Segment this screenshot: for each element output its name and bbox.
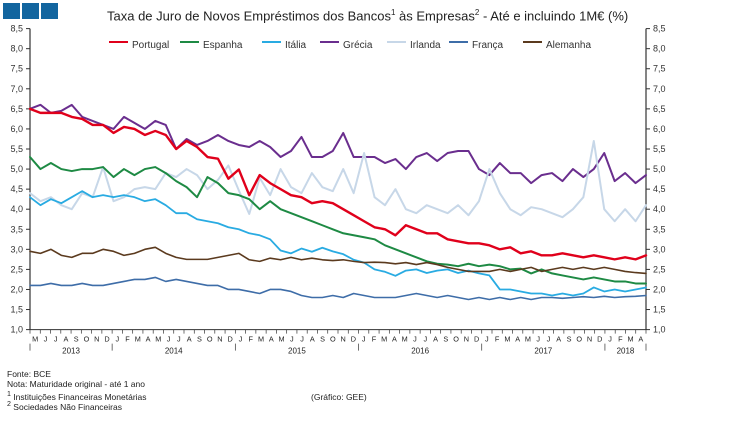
svg-text:J: J <box>547 335 551 344</box>
svg-text:F: F <box>495 335 500 344</box>
svg-text:2014: 2014 <box>165 347 183 356</box>
svg-text:2016: 2016 <box>411 347 429 356</box>
svg-text:8,0: 8,0 <box>10 44 23 54</box>
svg-text:2,5: 2,5 <box>653 264 666 274</box>
svg-text:5,5: 5,5 <box>653 144 666 154</box>
svg-text:7,0: 7,0 <box>10 84 23 94</box>
svg-text:7,5: 7,5 <box>10 64 23 74</box>
svg-text:A: A <box>146 335 151 344</box>
svg-text:2015: 2015 <box>288 347 306 356</box>
svg-text:O: O <box>576 335 582 344</box>
svg-text:M: M <box>628 335 634 344</box>
svg-text:2018: 2018 <box>617 347 635 356</box>
svg-text:4,5: 4,5 <box>10 184 23 194</box>
svg-text:O: O <box>453 335 459 344</box>
svg-text:M: M <box>258 335 264 344</box>
svg-text:2013: 2013 <box>62 347 80 356</box>
svg-text:S: S <box>320 335 325 344</box>
svg-text:M: M <box>381 335 387 344</box>
svg-text:S: S <box>197 335 202 344</box>
svg-text:6,0: 6,0 <box>10 124 23 134</box>
svg-text:J: J <box>290 335 294 344</box>
svg-text:A: A <box>392 335 397 344</box>
svg-text:S: S <box>567 335 572 344</box>
svg-text:A: A <box>63 335 68 344</box>
svg-text:5,0: 5,0 <box>653 164 666 174</box>
svg-text:5,5: 5,5 <box>10 144 23 154</box>
svg-text:F: F <box>248 335 253 344</box>
svg-text:D: D <box>597 335 602 344</box>
svg-text:D: D <box>228 335 233 344</box>
svg-text:M: M <box>402 335 408 344</box>
svg-text:F: F <box>618 335 623 344</box>
svg-text:6,5: 6,5 <box>10 104 23 114</box>
svg-text:M: M <box>32 335 38 344</box>
svg-text:J: J <box>115 335 119 344</box>
svg-text:8,5: 8,5 <box>10 24 23 34</box>
svg-text:1,5: 1,5 <box>10 305 23 315</box>
svg-text:A: A <box>638 335 643 344</box>
svg-text:O: O <box>207 335 213 344</box>
svg-text:J: J <box>177 335 181 344</box>
svg-text:A: A <box>556 335 561 344</box>
svg-text:N: N <box>464 335 469 344</box>
svg-text:J: J <box>362 335 366 344</box>
svg-text:F: F <box>125 335 130 344</box>
svg-text:J: J <box>54 335 58 344</box>
svg-text:A: A <box>187 335 192 344</box>
svg-text:A: A <box>310 335 315 344</box>
svg-text:N: N <box>94 335 99 344</box>
svg-text:M: M <box>504 335 510 344</box>
svg-text:S: S <box>74 335 79 344</box>
svg-text:M: M <box>525 335 531 344</box>
svg-text:M: M <box>155 335 161 344</box>
svg-text:O: O <box>84 335 90 344</box>
svg-text:J: J <box>536 335 540 344</box>
svg-text:2,0: 2,0 <box>653 284 666 294</box>
svg-text:4,5: 4,5 <box>653 184 666 194</box>
svg-text:8,0: 8,0 <box>653 44 666 54</box>
svg-text:J: J <box>239 335 243 344</box>
svg-text:N: N <box>217 335 222 344</box>
svg-text:J: J <box>413 335 417 344</box>
svg-text:6,0: 6,0 <box>653 124 666 134</box>
svg-text:N: N <box>340 335 345 344</box>
svg-text:7,5: 7,5 <box>653 64 666 74</box>
svg-text:J: J <box>44 335 48 344</box>
svg-text:8,5: 8,5 <box>653 24 666 34</box>
svg-text:N: N <box>587 335 592 344</box>
svg-text:M: M <box>135 335 141 344</box>
svg-text:3,0: 3,0 <box>10 244 23 254</box>
svg-text:6,5: 6,5 <box>653 104 666 114</box>
svg-text:1,0: 1,0 <box>653 325 666 335</box>
svg-text:D: D <box>474 335 479 344</box>
svg-text:1,5: 1,5 <box>653 305 666 315</box>
svg-text:D: D <box>104 335 109 344</box>
svg-text:F: F <box>372 335 377 344</box>
svg-text:4,0: 4,0 <box>653 204 666 214</box>
svg-text:M: M <box>278 335 284 344</box>
svg-text:3,5: 3,5 <box>10 224 23 234</box>
svg-text:1,0: 1,0 <box>10 325 23 335</box>
svg-text:3,5: 3,5 <box>653 224 666 234</box>
svg-text:7,0: 7,0 <box>653 84 666 94</box>
svg-text:J: J <box>608 335 612 344</box>
svg-text:2,0: 2,0 <box>10 284 23 294</box>
svg-text:A: A <box>515 335 520 344</box>
svg-text:4,0: 4,0 <box>10 204 23 214</box>
svg-text:S: S <box>443 335 448 344</box>
svg-text:O: O <box>330 335 336 344</box>
svg-text:3,0: 3,0 <box>653 244 666 254</box>
svg-text:2017: 2017 <box>534 347 552 356</box>
svg-text:J: J <box>300 335 304 344</box>
svg-text:A: A <box>433 335 438 344</box>
svg-text:D: D <box>351 335 356 344</box>
svg-text:J: J <box>423 335 427 344</box>
svg-text:J: J <box>485 335 489 344</box>
svg-text:A: A <box>269 335 274 344</box>
svg-text:5,0: 5,0 <box>10 164 23 174</box>
svg-text:2,5: 2,5 <box>10 264 23 274</box>
svg-text:J: J <box>167 335 171 344</box>
